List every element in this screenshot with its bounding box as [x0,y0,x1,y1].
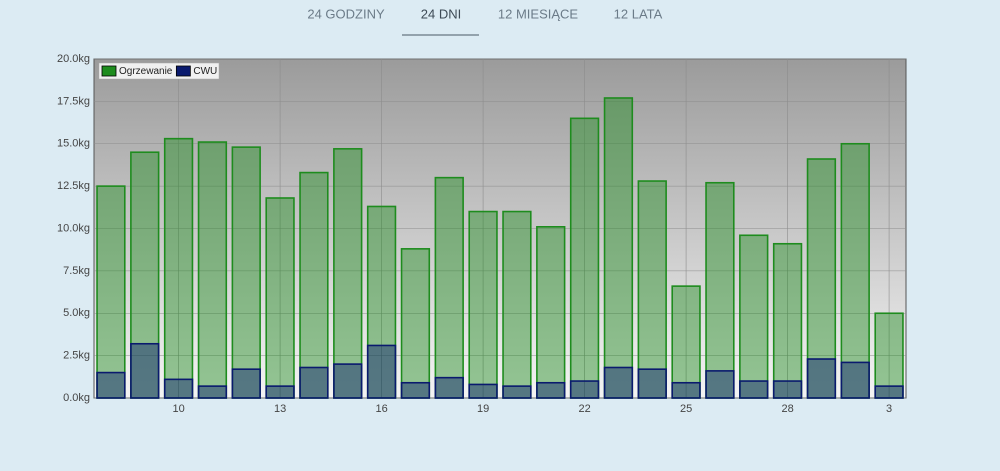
x-tick-label: 28 [781,403,793,415]
bar [366,205,397,399]
bar [333,148,363,399]
bar [569,380,600,399]
legend-label: CWU [193,66,217,77]
y-tick-label: 17.5kg [57,95,90,107]
y-tick-label: 5.0kg [63,307,90,319]
bar [772,242,803,399]
bar [603,97,634,399]
bar [231,368,261,399]
bar [705,370,735,399]
bar [502,385,532,399]
bar [333,363,363,399]
bar [806,358,837,399]
bar [874,312,904,399]
x-tick-label: 3 [886,403,892,415]
x-tick-label: 16 [375,403,387,415]
bar [806,158,837,399]
x-tick-label: 10 [172,403,184,415]
bar [671,285,701,399]
y-tick-label: 12.5kg [57,180,90,192]
bar [569,117,600,399]
bar [772,380,803,399]
tab[interactable]: 12 MIESIĄCE [498,6,579,21]
bar [637,368,667,399]
bar [299,366,329,399]
bar [163,137,194,399]
bar [536,226,566,399]
y-tick-label: 7.5kg [63,265,90,277]
tab-bar: 24 GODZINY 24 DNI 12 MIESIĄCE 12 LATA [307,6,663,36]
bar [468,210,498,399]
bar [603,366,634,399]
tab[interactable]: 24 GODZINY [307,6,385,21]
bar [366,344,397,399]
tab[interactable]: 24 DNI [421,6,461,21]
bar [197,141,228,399]
y-tick-label: 10.0kg [57,222,90,234]
bar [130,151,160,399]
bar [739,234,769,399]
bar [197,385,228,399]
bar [265,197,295,399]
bar [163,378,194,399]
bar [671,381,701,399]
bar [265,385,295,399]
bar [468,383,498,399]
y-tick-label: 0.0kg [63,392,90,404]
bar [874,385,904,399]
bar [840,142,870,399]
x-tick-label: 13 [274,403,286,415]
bar [96,185,126,399]
bar [400,381,431,399]
legend-label: Ogrzewanie [119,66,173,77]
bar [434,376,464,399]
bar [299,171,329,399]
bar [434,176,464,399]
bar [536,381,566,399]
y-tick-label: 15.0kg [57,138,90,150]
bar [96,371,126,399]
bar [130,342,160,399]
x-tick-label: 19 [477,403,489,415]
bar [502,210,532,399]
bar [840,361,870,399]
y-tick-label: 20.0kg [57,53,90,65]
x-tick-label: 25 [680,403,692,415]
bar [739,380,769,399]
legend-swatch [101,65,117,77]
y-tick-label: 2.5kg [63,350,90,362]
bar [231,146,261,399]
bar [637,180,667,399]
tab[interactable]: 12 LATA [614,6,663,21]
legend-swatch [175,65,191,77]
bar [705,181,735,399]
x-tick-label: 22 [578,403,590,415]
bar [400,248,431,399]
